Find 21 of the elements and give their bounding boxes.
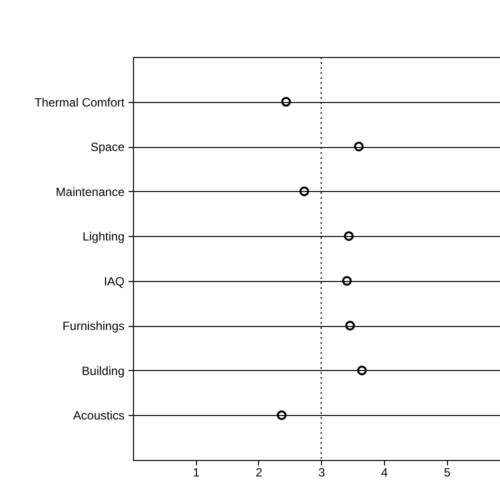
y-tick-label: Space — [90, 140, 125, 154]
x-tick-label: 4 — [381, 466, 388, 480]
x-tick-label: 1 — [192, 466, 200, 480]
point — [342, 276, 352, 286]
y-tick-label: Lighting — [82, 230, 124, 244]
y-tick-label: Thermal Comfort — [34, 95, 126, 110]
point — [344, 231, 354, 241]
y-tick-label: IAQ — [104, 274, 124, 288]
point — [345, 320, 355, 331]
point — [281, 96, 291, 107]
point — [299, 186, 310, 196]
y-tick-label: Furnishings — [62, 319, 124, 334]
x-tick-label: 5 — [444, 466, 451, 480]
x-tick-label: 3 — [318, 466, 326, 480]
y-tick-label: Building — [82, 364, 124, 378]
point — [276, 410, 287, 420]
point — [354, 142, 364, 152]
y-tick-label: Maintenance — [56, 184, 125, 199]
point — [357, 366, 367, 376]
y-tick-label: Acoustics — [73, 408, 124, 423]
x-tick-label: 2 — [256, 466, 263, 480]
